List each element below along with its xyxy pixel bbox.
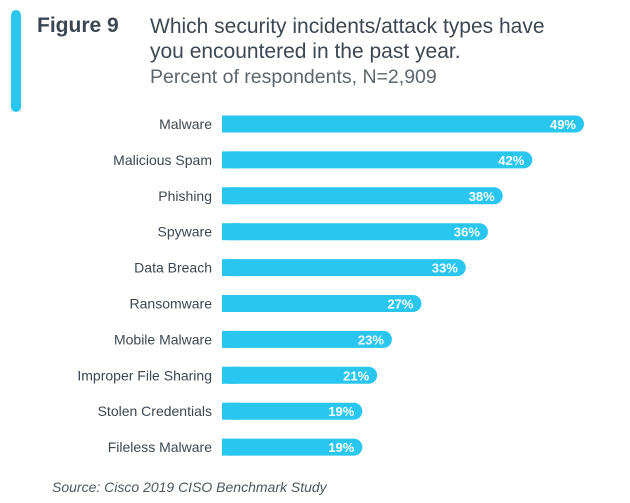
bar-cap [222, 295, 239, 312]
value-label: 36% [454, 225, 480, 240]
bar-malware [222, 115, 584, 133]
value-label: 38% [469, 189, 495, 204]
bar-spyware [222, 223, 488, 241]
value-label: 21% [343, 368, 369, 383]
bar-ransomware [222, 295, 422, 312]
category-label: Improper File Sharing [77, 367, 212, 383]
bar-fileless-malware [222, 438, 363, 456]
bar-mobile-malware [222, 330, 392, 348]
bar-cap [222, 151, 239, 169]
source-note: Source: Cisco 2019 CISO Benchmark Study [52, 479, 327, 495]
bar-cap [222, 330, 239, 348]
bar-malicious-spam [222, 151, 533, 169]
figure-label: Figure 9 [37, 14, 119, 37]
value-label: 49% [550, 117, 576, 132]
category-label: Phishing [158, 188, 212, 204]
category-label: Malicious Spam [113, 152, 212, 168]
value-label: 33% [432, 261, 458, 276]
bar-data-breach [222, 259, 466, 277]
bar-cap [222, 223, 239, 241]
bar-phishing [222, 187, 503, 205]
value-label: 23% [358, 332, 384, 347]
chart-title-line-1: Which security incidents/attack types ha… [150, 15, 545, 38]
bar-cap [222, 438, 239, 456]
category-label: Ransomware [130, 296, 213, 312]
bar-cap [222, 402, 239, 420]
category-label: Malware [159, 116, 212, 132]
value-label: 27% [387, 297, 413, 312]
accent-bar [11, 10, 21, 112]
value-label: 19% [328, 440, 354, 455]
chart-title-line-2: you encountered in the past year. [150, 40, 461, 63]
category-label: Stolen Credentials [98, 403, 212, 419]
value-label: 19% [328, 404, 354, 419]
category-label: Spyware [158, 224, 213, 240]
bar-cap [222, 115, 239, 133]
bar-improper-file-sharing [222, 366, 378, 384]
bar-cap [222, 366, 239, 384]
chart-title: Which security incidents/attack types ha… [150, 14, 620, 64]
category-label: Data Breach [134, 260, 212, 276]
chart-subtitle: Percent of respondents, N=2,909 [150, 66, 437, 88]
category-label: Mobile Malware [114, 331, 212, 347]
value-label: 42% [498, 153, 524, 168]
category-label: Fileless Malware [108, 439, 212, 455]
bar-cap [222, 187, 239, 205]
bar-cap [222, 259, 239, 277]
bar-stolen-credentials [222, 402, 363, 420]
